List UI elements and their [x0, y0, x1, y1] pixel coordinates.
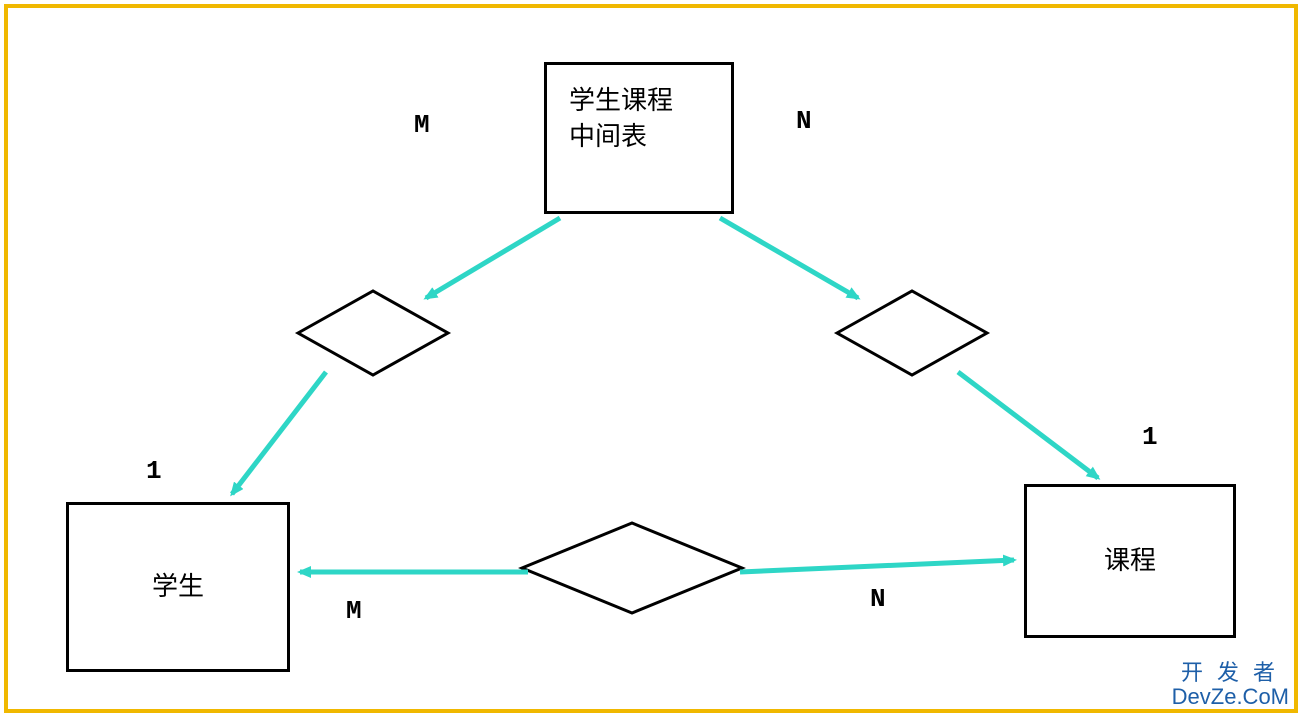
diagram-canvas: 学生课程 中间表 学生 课程 M N 1 1 M N 开发者 DevZe.CoM — [0, 0, 1303, 717]
watermark-line2: DevZe.CoM — [1172, 685, 1289, 709]
watermark: 开发者 DevZe.CoM — [1172, 661, 1289, 709]
label-bottom-n: N — [870, 584, 886, 614]
entity-middle-table: 学生课程 中间表 — [544, 62, 734, 214]
entity-middle-label-2: 中间表 — [569, 122, 647, 151]
entity-student: 学生 — [66, 502, 290, 672]
entity-middle-label-1: 学生课程 — [569, 86, 673, 115]
label-top-m: M — [414, 110, 430, 140]
label-top-n: N — [796, 106, 812, 136]
label-bottom-m: M — [346, 596, 362, 626]
label-right-1: 1 — [1142, 422, 1158, 452]
entity-course-label: 课程 — [1104, 543, 1156, 579]
entity-student-label: 学生 — [152, 569, 204, 605]
entity-course: 课程 — [1024, 484, 1236, 638]
label-left-1: 1 — [146, 456, 162, 486]
watermark-line1: 开发者 — [1172, 661, 1289, 685]
